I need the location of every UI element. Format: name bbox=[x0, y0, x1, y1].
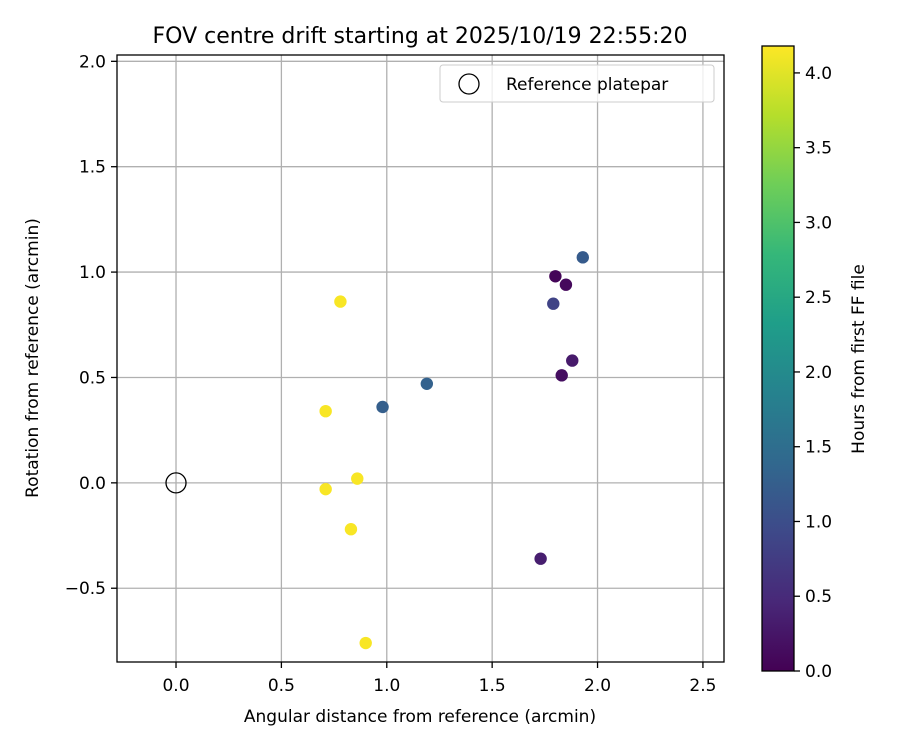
chart-title: FOV centre drift starting at 2025/10/19 … bbox=[153, 24, 688, 49]
colorbar-gradient bbox=[761, 45, 795, 672]
data-point bbox=[319, 404, 332, 418]
colorbar-tick-label: 3.5 bbox=[805, 139, 832, 159]
data-point bbox=[559, 278, 573, 291]
colorbar-tick-label: 2.0 bbox=[805, 363, 832, 383]
data-point bbox=[344, 523, 358, 536]
colorbar bbox=[761, 45, 795, 672]
legend: Reference platepar bbox=[439, 64, 715, 103]
x-axis-label: Angular distance from reference (arcmin) bbox=[244, 707, 596, 727]
plot-frame bbox=[116, 54, 725, 663]
colorbar-tick-label: 0.0 bbox=[805, 662, 832, 682]
x-tick-label: 1.5 bbox=[479, 676, 506, 696]
data-point bbox=[376, 400, 389, 414]
colorbar-tick-label: 1.5 bbox=[805, 438, 832, 458]
y-axis-ticks: −0.5 0.0 0.5 1.0 1.5 2.0 bbox=[65, 52, 117, 599]
data-point bbox=[334, 295, 347, 308]
x-tick-label: 2.5 bbox=[689, 676, 716, 696]
x-tick-label: 0.5 bbox=[268, 676, 295, 696]
colorbar-label: Hours from first FF file bbox=[849, 264, 869, 454]
colorbar-tick-label: 0.5 bbox=[805, 587, 832, 607]
x-tick-label: 0.0 bbox=[162, 676, 189, 696]
colorbar-tick-label: 4.0 bbox=[805, 64, 832, 84]
data-point bbox=[566, 354, 579, 367]
colorbar-tick-label: 3.0 bbox=[805, 213, 832, 233]
y-tick-label: −0.5 bbox=[65, 579, 106, 599]
data-point bbox=[319, 482, 332, 496]
legend-box bbox=[439, 64, 715, 103]
colorbar-tick-label: 2.5 bbox=[805, 288, 832, 308]
y-tick-label: 1.5 bbox=[79, 158, 106, 178]
y-axis-label: Rotation from reference (arcmin) bbox=[23, 218, 43, 498]
data-point bbox=[351, 472, 364, 485]
x-axis-ticks: 0.0 0.5 1.0 1.5 2.0 2.5 bbox=[162, 662, 716, 696]
data-point bbox=[359, 636, 372, 650]
y-tick-label: 2.0 bbox=[79, 52, 106, 72]
y-tick-label: 1.0 bbox=[79, 263, 106, 283]
data-point bbox=[534, 552, 547, 565]
colorbar-tick-label: 1.0 bbox=[805, 512, 832, 532]
y-tick-label: 0.0 bbox=[79, 474, 106, 494]
colorbar-ticks: 0.0 0.5 1.0 1.5 2.0 2.5 3.0 3.5 4.0 bbox=[794, 64, 832, 682]
legend-marker-open-circle-icon bbox=[458, 73, 480, 95]
x-tick-label: 1.0 bbox=[373, 676, 400, 696]
data-point bbox=[576, 251, 589, 264]
data-point bbox=[549, 270, 562, 283]
data-point bbox=[555, 369, 568, 382]
grid bbox=[117, 55, 724, 662]
y-tick-label: 0.5 bbox=[79, 368, 106, 388]
reference-platepar-marker bbox=[165, 472, 187, 494]
data-point bbox=[420, 377, 434, 390]
data-points bbox=[165, 251, 589, 650]
x-tick-label: 2.0 bbox=[584, 676, 611, 696]
data-point bbox=[547, 297, 560, 310]
legend-entry-reference-platepar: Reference platepar bbox=[506, 75, 668, 95]
